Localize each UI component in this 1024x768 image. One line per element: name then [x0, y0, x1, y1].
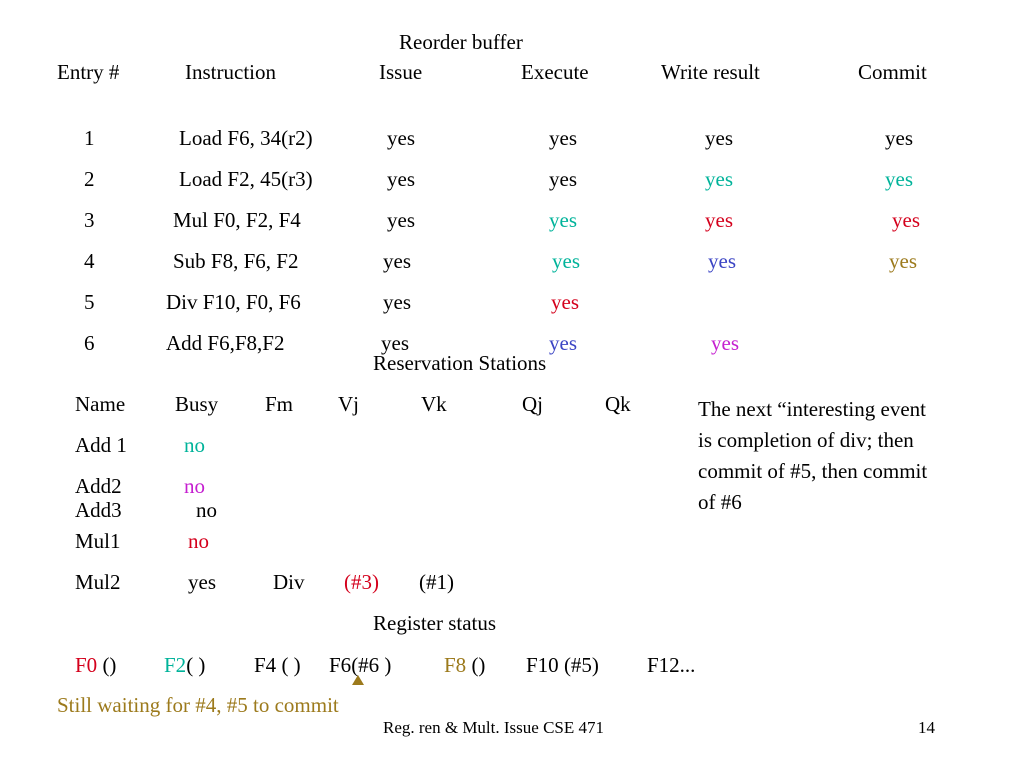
rob-title: Reorder buffer [399, 30, 523, 54]
rob-write: yes [705, 208, 733, 232]
rob-issue: yes [381, 331, 409, 355]
rob-commit: yes [885, 126, 913, 150]
rs-header-busy: Busy [175, 392, 219, 416]
register-value: () [97, 653, 117, 677]
waiting-text: Still waiting for #4, #5 to commit [57, 693, 339, 717]
rob-instruction: Add F6,F8,F2 [166, 331, 285, 355]
rob-header-commit: Commit [858, 60, 927, 84]
rs-busy: no [184, 433, 205, 457]
rs-name: Mul1 [75, 529, 121, 553]
rob-issue: yes [387, 167, 415, 191]
rob-write: yes [708, 249, 736, 273]
rs-header-qj: Qj [522, 392, 543, 416]
rs-fm: Div [273, 570, 305, 594]
rs-busy: yes [188, 570, 216, 594]
register-f8: F8 () [444, 655, 485, 676]
rs-header-vk: Vk [421, 392, 447, 416]
rob-entry: 2 [84, 167, 95, 191]
rob-write: yes [711, 331, 739, 355]
rob-entry: 6 [84, 331, 95, 355]
register-value: (#5) [558, 653, 599, 677]
rob-issue: yes [387, 126, 415, 150]
rob-execute: yes [551, 290, 579, 314]
rob-header-instruction: Instruction [185, 60, 276, 84]
register-name: F6 [329, 653, 352, 677]
register-name: F12... [647, 653, 696, 677]
register-name: F0 [75, 653, 98, 677]
register-f0: F0 () [75, 655, 116, 676]
register-name: F8 [444, 653, 467, 677]
rob-execute: yes [549, 331, 577, 355]
rob-execute: yes [549, 126, 577, 150]
rs-busy: no [184, 474, 205, 498]
rob-instruction: Sub F8, F6, F2 [173, 249, 299, 273]
register-name: F4 [254, 653, 277, 677]
register-f2: F2( ) [164, 655, 205, 676]
rob-commit: yes [885, 167, 913, 191]
rob-entry: 1 [84, 126, 95, 150]
register-f10: F10 (#5) [526, 655, 599, 676]
register-value: (#6 ) [351, 653, 392, 677]
register-name: F2 [164, 653, 187, 677]
rs-title: Reservation Stations [373, 351, 547, 375]
register-f12: F12... [647, 655, 695, 676]
rs-header-fm: Fm [265, 392, 294, 416]
rs-header-name: Name [75, 392, 126, 416]
rs-vj: (#3) [344, 570, 379, 594]
register-value: () [466, 653, 486, 677]
rob-issue: yes [387, 208, 415, 232]
register-name: F10 [526, 653, 559, 677]
register-f6: F6(#6 ) [329, 655, 391, 676]
register-status-title: Register status [373, 611, 497, 635]
footer-text: Reg. ren & Mult. Issue CSE 471 [383, 718, 604, 737]
rs-name: Add3 [75, 498, 122, 522]
rob-commit: yes [892, 208, 920, 232]
rob-header-issue: Issue [379, 60, 423, 84]
rob-write: yes [705, 126, 733, 150]
rob-entry: 3 [84, 208, 95, 232]
rob-issue: yes [383, 290, 411, 314]
rob-header-write: Write result [661, 60, 760, 84]
event-note: The next “interesting event is completio… [698, 397, 928, 514]
rs-header-vj: Vj [338, 392, 359, 416]
rob-instruction: Mul F0, F2, F4 [173, 208, 301, 232]
register-value: ( ) [276, 653, 301, 677]
rob-header-execute: Execute [521, 60, 589, 84]
pointer-arrow-icon [352, 675, 364, 685]
rob-write: yes [705, 167, 733, 191]
rob-entry: 4 [84, 249, 95, 273]
rs-name: Add2 [75, 474, 122, 498]
register-f4: F4 ( ) [254, 655, 301, 676]
rob-instruction: Div F10, F0, F6 [166, 290, 301, 314]
rs-name: Add 1 [75, 433, 127, 457]
rob-issue: yes [383, 249, 411, 273]
rob-header-entry: Entry # [57, 60, 120, 84]
register-value: ( ) [186, 653, 206, 677]
rs-busy: no [196, 498, 217, 522]
rs-vk: (#1) [419, 570, 454, 594]
rob-execute: yes [549, 208, 577, 232]
rob-instruction: Load F2, 45(r3) [179, 167, 313, 191]
rob-entry: 5 [84, 290, 95, 314]
rob-instruction: Load F6, 34(r2) [179, 126, 313, 150]
rs-name: Mul2 [75, 570, 121, 594]
page-number: 14 [918, 718, 935, 737]
rob-execute: yes [552, 249, 580, 273]
rob-commit: yes [889, 249, 917, 273]
rob-execute: yes [549, 167, 577, 191]
rs-busy: no [188, 529, 209, 553]
rs-header-qk: Qk [605, 392, 631, 416]
